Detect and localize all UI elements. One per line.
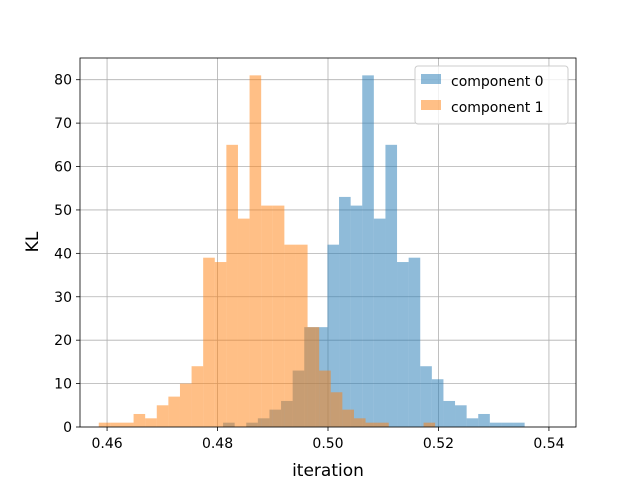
x-tick-label: 0.46 — [91, 436, 122, 452]
bar-component-0 — [455, 405, 467, 427]
bar-component-0 — [466, 418, 479, 427]
bars — [98, 75, 525, 427]
y-axis-label: KL — [23, 231, 43, 252]
bar-component-1 — [191, 366, 204, 427]
bar-component-1 — [168, 396, 180, 427]
legend-swatch-component-1 — [421, 100, 441, 110]
legend-label-component-1: component 1 — [451, 100, 544, 116]
bar-component-1 — [353, 418, 366, 427]
bar-component-0 — [362, 75, 374, 427]
bar-component-0 — [501, 422, 514, 427]
x-tick-label: 0.48 — [202, 436, 233, 452]
bar-component-1 — [249, 75, 262, 427]
x-axis-label: iteration — [292, 461, 364, 480]
bar-component-0 — [431, 379, 444, 427]
bar-component-0 — [373, 218, 386, 427]
bar-component-1 — [203, 257, 215, 427]
bar-component-0 — [408, 257, 421, 427]
bar-component-1 — [307, 327, 320, 427]
bar-component-1 — [121, 422, 134, 427]
bar-component-1 — [319, 370, 331, 427]
bar-component-1 — [237, 218, 250, 427]
bar-component-1 — [214, 262, 227, 427]
legend-box — [414, 65, 569, 125]
bar-component-1 — [295, 244, 308, 427]
bar-component-1 — [377, 422, 389, 427]
y-tick-label: 0 — [63, 420, 72, 436]
y-tick-label: 30 — [54, 290, 72, 306]
bar-component-0 — [339, 196, 351, 427]
bar-component-0 — [478, 413, 490, 427]
bar-component-0 — [385, 144, 398, 427]
bar-component-1 — [98, 422, 111, 427]
bar-component-1 — [330, 392, 343, 427]
bar-component-0 — [513, 422, 525, 427]
y-tick-label: 70 — [54, 116, 72, 132]
y-tick-label: 20 — [54, 333, 72, 349]
bar-component-0 — [443, 400, 456, 427]
bar-component-1 — [179, 383, 192, 427]
bar-component-1 — [423, 422, 436, 427]
bar-component-1 — [284, 244, 296, 427]
bar-component-0 — [327, 244, 340, 427]
bar-component-1 — [110, 422, 122, 427]
legend: component 0 component 1 — [414, 65, 569, 125]
bar-component-0 — [489, 422, 502, 427]
bar-component-1 — [145, 418, 157, 427]
bar-component-0 — [397, 262, 409, 427]
bar-component-1 — [261, 205, 273, 427]
legend-label-component-0: component 0 — [451, 74, 544, 90]
x-tick-label: 0.52 — [423, 436, 454, 452]
y-tick-label: 40 — [54, 246, 72, 262]
bar-component-1 — [272, 205, 285, 427]
x-tick-label: 0.50 — [312, 436, 343, 452]
y-tick-label: 80 — [54, 73, 72, 89]
bar-component-0 — [350, 205, 363, 427]
ticks: 0.46 0.48 0.50 0.52 0.54 0 10 20 30 40 50 60 70 80 — [54, 73, 564, 452]
y-tick-label: 10 — [54, 377, 72, 393]
y-tick-label: 60 — [54, 160, 72, 176]
bar-component-1 — [156, 405, 169, 427]
bar-component-1 — [342, 409, 354, 427]
bar-component-1 — [226, 144, 238, 427]
bar-component-1 — [365, 422, 378, 427]
bar-component-1 — [133, 413, 146, 427]
y-tick-label: 50 — [54, 203, 72, 219]
x-tick-label: 0.54 — [533, 436, 564, 452]
bar-component-0 — [420, 366, 432, 427]
legend-swatch-component-0 — [421, 74, 441, 84]
